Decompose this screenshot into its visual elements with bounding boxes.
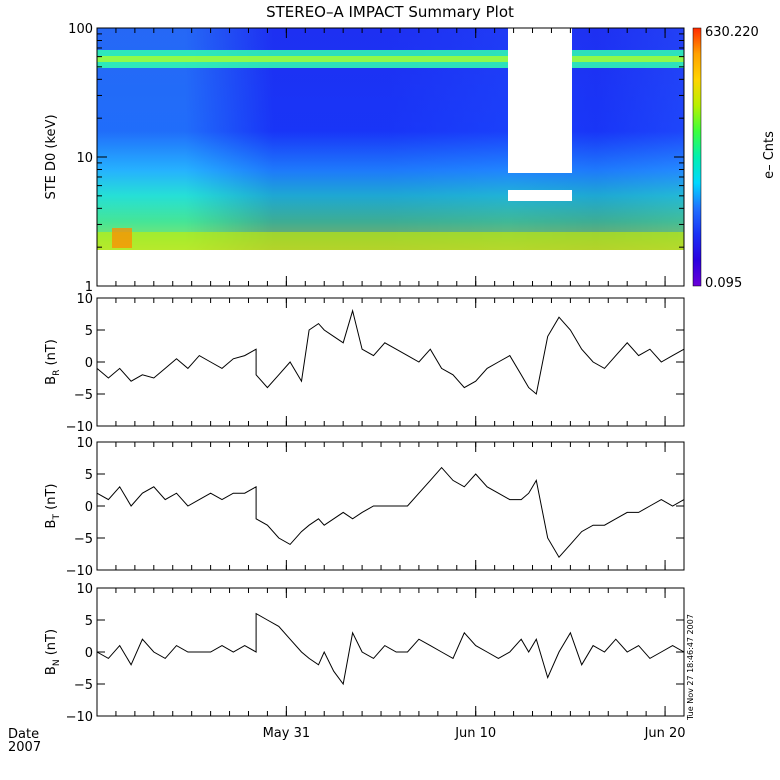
colorbar: 630.220 0.095 e– Cnts	[692, 25, 777, 291]
series-line	[96, 612, 685, 686]
spectrogram-below-range	[97, 250, 684, 286]
series-line	[96, 308, 685, 395]
y-tick-label: −5	[74, 388, 93, 403]
panel-bt: 10 5 0 −5 −10 BT (nT)	[44, 436, 685, 579]
ylabel-main: B	[44, 376, 59, 385]
ylabel-sub: T	[52, 514, 62, 521]
y-tick-label: −10	[66, 710, 93, 725]
figure-title: STEREO–A IMPACT Summary Plot	[266, 3, 514, 21]
y-tick-label: 5	[85, 614, 93, 629]
time-axis: May 31 Jun 10 Jun 20	[115, 28, 686, 741]
data-gap-upper	[508, 28, 572, 173]
spectrogram-orange-spot	[112, 228, 132, 248]
year-label: 2007	[8, 740, 41, 755]
colorbar-max-label: 630.220	[705, 25, 759, 40]
x-tick-label: Jun 20	[644, 726, 686, 741]
spectrogram-tick-label: 100	[68, 22, 93, 37]
spectrogram-tick-label: 1	[85, 280, 93, 295]
ylabel-main: B	[44, 666, 59, 675]
spectrogram-band-core	[97, 56, 684, 62]
ylabel-unit: (nT)	[44, 629, 59, 659]
y-tick-label: −10	[66, 420, 93, 435]
date-label: Date	[8, 727, 39, 742]
panel-ylabel: BR (nT)	[44, 339, 62, 385]
panel-frame	[96, 297, 685, 427]
data-gap-lower	[508, 190, 572, 201]
panel-ylabel: BT (nT)	[44, 484, 62, 529]
panel-frame	[96, 587, 685, 717]
spectrogram-panel: 1 10 100 STE D0 (keV)	[44, 22, 685, 295]
timestamp: Tue Nov 27 18:46:47 2007	[686, 614, 695, 721]
y-tick-label: 10	[76, 436, 93, 451]
x-tick-label: May 31	[263, 726, 311, 741]
spectrogram-tick-label: 10	[76, 151, 93, 166]
ylabel-main: B	[44, 520, 59, 529]
y-tick-label: −10	[66, 564, 93, 579]
colorbar-label: e– Cnts	[762, 131, 777, 179]
panel-br: 10 5 0 −5 −10 BR (nT)	[44, 292, 685, 435]
ylabel-unit: (nT)	[44, 339, 59, 369]
ylabel-unit: (nT)	[44, 484, 59, 514]
panel-ylabel: BN (nT)	[44, 629, 62, 675]
y-tick-label: 5	[85, 324, 93, 339]
y-tick-label: 10	[76, 292, 93, 307]
spectrogram-lowest-channel	[97, 232, 684, 250]
y-tick-label: 5	[85, 468, 93, 483]
ylabel-sub: R	[52, 370, 62, 376]
ylabel-sub: N	[52, 659, 62, 666]
spectrogram-y-ticks: 1 10 100	[68, 22, 684, 295]
colorbar-scale	[692, 27, 702, 287]
y-tick-label: −5	[74, 678, 93, 693]
colorbar-min-label: 0.095	[705, 276, 742, 291]
x-tick-label: Jun 10	[454, 726, 496, 741]
y-tick-label: 0	[85, 646, 93, 661]
series-line	[96, 466, 685, 559]
y-tick-label: 10	[76, 582, 93, 597]
y-tick-label: −5	[74, 532, 93, 547]
y-tick-label: 0	[85, 500, 93, 515]
y-tick-label: 0	[85, 356, 93, 371]
spectrogram-ylabel: STE D0 (keV)	[44, 114, 59, 199]
panel-bn: 10 5 0 −5 −10 BN (nT)	[44, 582, 685, 725]
